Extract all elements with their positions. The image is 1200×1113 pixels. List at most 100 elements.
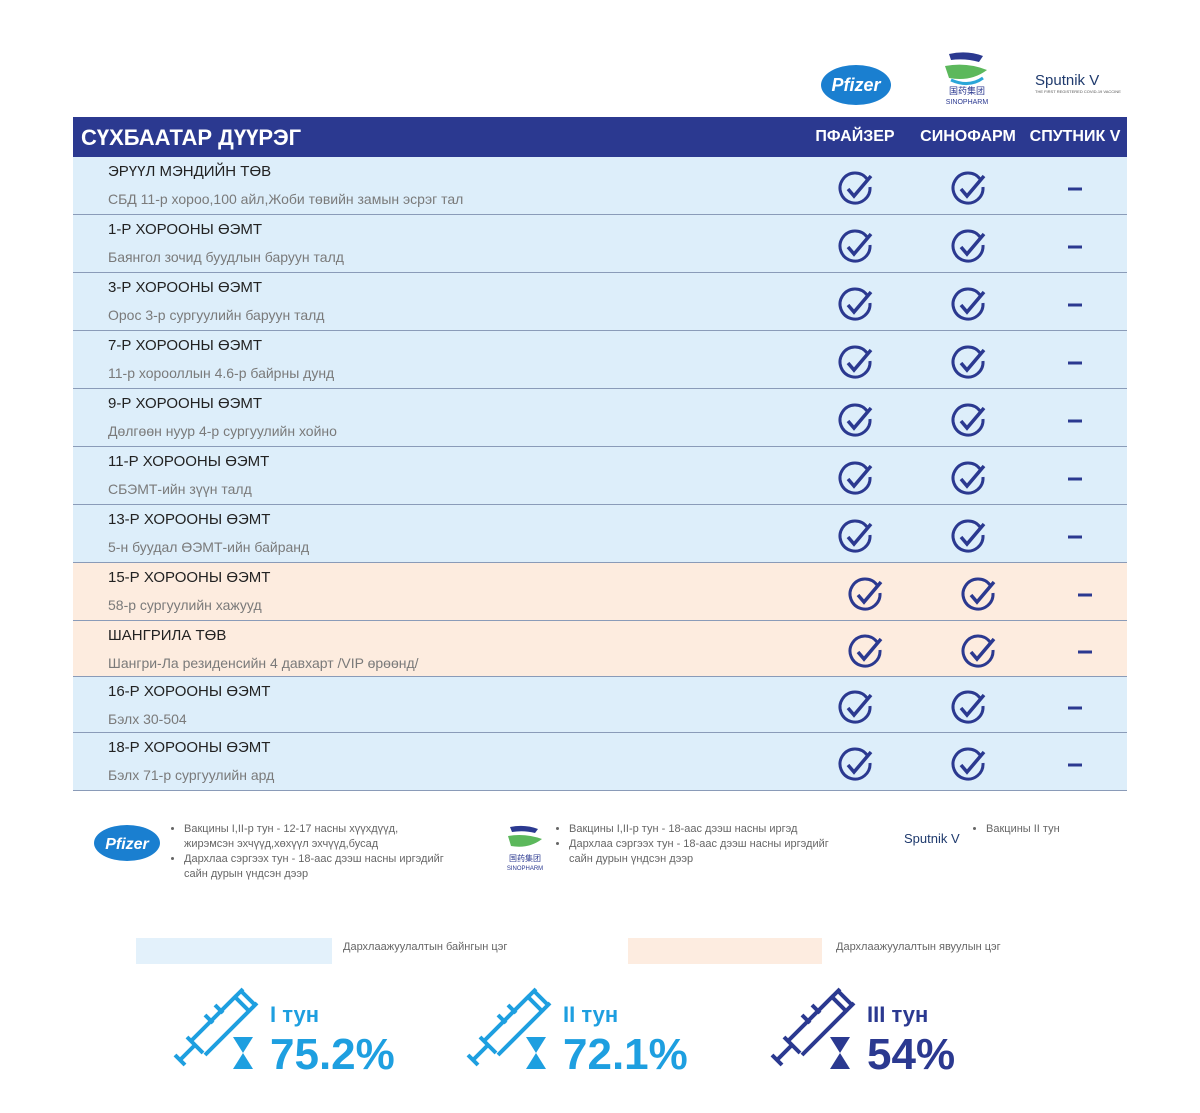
check-circle xyxy=(838,461,872,495)
pfizer-notes: Вакцины I,II-р тун - 12-17 насны хүүхдүү… xyxy=(170,822,444,882)
table-row: 1-Р ХОРООНЫ ӨЭМТ Баянгол зочид буудлын ба… xyxy=(73,215,1127,273)
syringe-icon xyxy=(466,987,552,1069)
location-name: ШАНГРИЛА ТӨВ xyxy=(108,627,227,644)
syringe-icon xyxy=(770,987,856,1069)
table-title: СҮХБААТАР ДҮҮРЭГ xyxy=(81,125,302,150)
table-row: ЭРҮҮЛ МЭНДИЙН ТӨВ СБД 11-р хороо,100 айл,… xyxy=(73,157,1127,215)
sinopharm-cn: 国药集团 xyxy=(949,85,985,96)
check-icon xyxy=(838,229,873,263)
sputnik-notes: Вакцины II тун xyxy=(972,822,1136,837)
column-header: СИНОФАРМ xyxy=(920,128,1016,145)
location-address: 5-н буудал ӨЭМТ-ийн байранд xyxy=(108,539,310,555)
check-icon xyxy=(951,229,986,263)
location-address: СБД 11-р хороо,100 айл,Жоби төвийн замын… xyxy=(108,191,464,207)
availability-icons xyxy=(838,287,1082,321)
check-circle xyxy=(838,345,872,379)
location-name: 9-Р ХОРООНЫ ӨЭМТ xyxy=(108,395,263,412)
check-icon xyxy=(838,171,873,205)
check-tick xyxy=(846,693,873,718)
check-tick xyxy=(846,174,873,199)
table-header: СҮХБААТАР ДҮҮРЭГ ПФАЙЗЕР СИНОФАРМ СПУТНИК … xyxy=(73,117,1127,157)
check-circle xyxy=(838,229,872,263)
dose-value: 75.2% xyxy=(270,1030,395,1079)
check-icon xyxy=(838,461,873,495)
check-icon xyxy=(951,287,986,321)
check-tick xyxy=(846,406,873,431)
availability-icons xyxy=(838,403,1082,437)
location-address: Баянгол зочид буудлын баруун талд xyxy=(108,249,344,265)
check-circle xyxy=(838,287,872,321)
column-header: ПФАЙЗЕР xyxy=(815,128,895,145)
check-circle xyxy=(951,690,985,724)
check-tick xyxy=(969,637,996,662)
legend-swatch-mobile xyxy=(628,938,822,964)
check-icon xyxy=(961,577,996,611)
location-name: 3-Р ХОРООНЫ ӨЭМТ xyxy=(108,279,263,296)
availability-icons xyxy=(838,690,1082,724)
sputnik-logo: Sputnik V THE FIRST REGISTERED COVID-19 … xyxy=(1035,72,1125,94)
location-name: 11-Р ХОРООНЫ ӨЭМТ xyxy=(108,453,270,470)
check-icon xyxy=(838,690,873,724)
check-tick xyxy=(959,290,986,315)
pfizer-text: Pfizer xyxy=(831,75,881,95)
sinopharm-en: SINOPHARM xyxy=(946,99,989,106)
check-icon xyxy=(961,634,996,668)
location-address: Шангри-Ла резиденсийн 4 давхарт /VIP өрө… xyxy=(108,655,419,671)
check-icon xyxy=(951,519,986,553)
sputnik-logo-small: Sputnik V xyxy=(904,831,960,846)
table-row: 7-Р ХОРООНЫ ӨЭМТ 11-р хорооллын 4.6-р бай… xyxy=(73,331,1127,389)
table-row: 16-Р ХОРООНЫ ӨЭМТ Бэлх 30-504 xyxy=(73,677,1127,733)
check-tick xyxy=(959,464,986,489)
availability-icons xyxy=(838,345,1082,379)
availability-icons xyxy=(838,229,1082,263)
check-circle xyxy=(961,577,995,611)
check-icon xyxy=(848,634,883,668)
availability-icons xyxy=(838,747,1082,781)
check-icon xyxy=(838,519,873,553)
syringe xyxy=(173,987,259,1067)
availability-icons xyxy=(848,634,1092,668)
check-circle xyxy=(951,403,985,437)
check-icon xyxy=(838,747,873,781)
check-circle xyxy=(961,634,995,668)
check-circle xyxy=(951,345,985,379)
dose-label: III тун xyxy=(867,1002,929,1027)
check-circle xyxy=(951,747,985,781)
sinopharm-notes: Вакцины I,II-р тун - 18-аас дээш насны и… xyxy=(555,822,829,867)
location-address: Бэлх 71-р сургуулийн ард xyxy=(108,767,275,783)
pfizer-logo: Pfizer xyxy=(821,65,891,105)
check-circle xyxy=(848,577,882,611)
table-row: 13-Р ХОРООНЫ ӨЭМТ 5-н буудал ӨЭМТ-ийн бай… xyxy=(73,505,1127,563)
check-tick xyxy=(856,637,883,662)
sputnik-text: Sputnik V xyxy=(1035,72,1100,89)
sputnik-tagline: THE FIRST REGISTERED COVID-19 VACCINE xyxy=(1035,89,1121,94)
location-address: Орос 3-р сургуулийн баруун талд xyxy=(108,307,325,323)
note-item: Вакцины I,II-р тун - 18-аас дээш насны и… xyxy=(569,822,829,837)
check-circle xyxy=(951,519,985,553)
check-circle xyxy=(838,690,872,724)
check-circle xyxy=(951,461,985,495)
check-circle xyxy=(848,634,882,668)
table-row: 15-Р ХОРООНЫ ӨЭМТ 58-р сургуулийн хажууд xyxy=(73,563,1127,621)
dose-label: I тун xyxy=(270,1002,320,1027)
check-icon xyxy=(951,171,986,205)
check-tick xyxy=(969,580,996,605)
check-circle xyxy=(838,403,872,437)
check-tick xyxy=(959,232,986,257)
check-icon xyxy=(838,287,873,321)
check-tick xyxy=(846,464,873,489)
location-address: Бэлх 30-504 xyxy=(108,711,187,727)
check-tick xyxy=(959,406,986,431)
pfizer-text: Pfizer xyxy=(105,836,149,853)
note-item: Вакцины II тун xyxy=(986,822,1136,837)
note-item: Дархлаа сэргээх тун - 18-аас дээш насны … xyxy=(184,852,444,882)
hourglass xyxy=(526,1037,546,1069)
sinopharm-cn: 国药集团 xyxy=(509,853,541,863)
check-circle xyxy=(951,171,985,205)
location-address: СБЭМТ-ийн зүүн талд xyxy=(108,481,252,497)
check-tick xyxy=(846,290,873,315)
check-circle xyxy=(838,519,872,553)
availability-icons xyxy=(848,577,1092,611)
note-item: Вакцины I,II-р тун - 12-17 насны хүүхдүү… xyxy=(184,822,444,852)
